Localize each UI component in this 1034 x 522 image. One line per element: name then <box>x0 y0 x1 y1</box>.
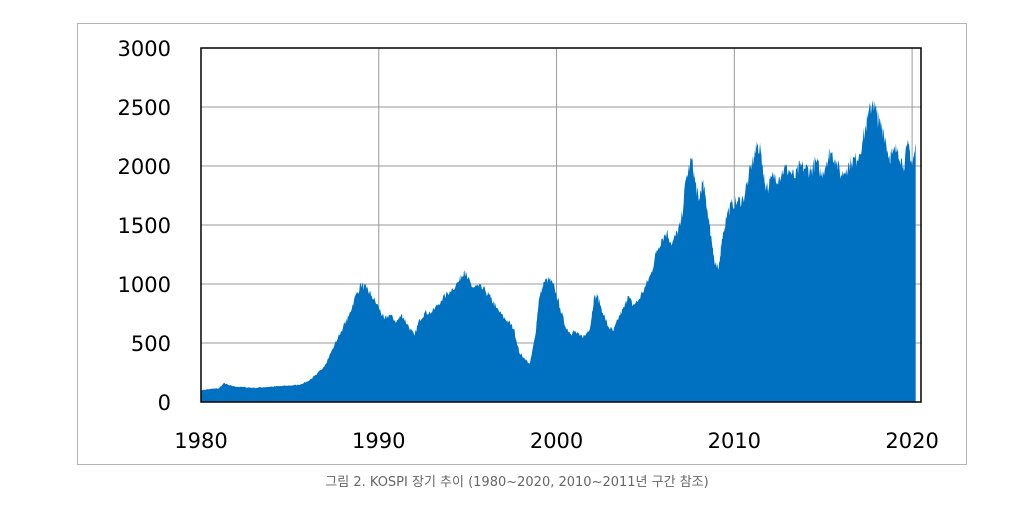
kospi-area-series <box>201 99 916 403</box>
y-tick-label: 2000 <box>118 155 171 179</box>
chart: 0 500 1000 1500 2000 2500 3000 1980 1990 2000 201… <box>118 37 939 453</box>
y-tick-label: 3000 <box>118 37 171 61</box>
figure-caption: 그림 2. KOSPI 장기 추이 (1980~2020, 2010~2011년… <box>325 475 709 490</box>
figure-frame: 0 500 1000 1500 2000 2500 3000 1980 1990 2000 201… <box>77 23 967 465</box>
x-tick-label: 2000 <box>530 429 583 453</box>
y-tick-label: 2500 <box>118 96 171 120</box>
x-axis-ticks: 1980 1990 2000 2010 2020 <box>174 429 939 453</box>
plot-border <box>200 47 922 403</box>
x-tick-label: 2020 <box>885 429 938 453</box>
y-tick-label: 1500 <box>118 214 171 238</box>
y-axis-ticks: 0 500 1000 1500 2000 2500 3000 <box>118 37 171 415</box>
plot-frame <box>200 47 922 403</box>
x-tick-label: 1990 <box>352 429 405 453</box>
y-tick-label: 1000 <box>118 273 171 297</box>
y-tick-label: 500 <box>131 332 171 356</box>
y-tick-label: 0 <box>158 391 171 415</box>
x-tick-label: 1980 <box>174 429 227 453</box>
x-tick-label: 2010 <box>708 429 761 453</box>
